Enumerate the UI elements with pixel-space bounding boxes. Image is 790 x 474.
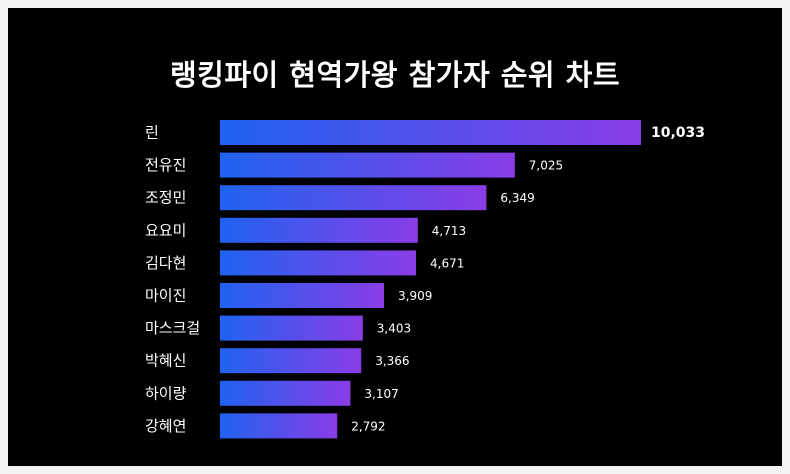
category-label: 하이량 — [145, 384, 187, 402]
chart-title: 랭킹파이 현역가왕 참가자 순위 차트 — [169, 58, 621, 92]
category-label: 요요미 — [145, 221, 186, 239]
bar — [220, 413, 338, 439]
bar — [220, 250, 416, 276]
value-label: 3,107 — [364, 387, 398, 401]
category-label: 김다현 — [145, 254, 186, 272]
bar — [220, 217, 418, 243]
bar — [220, 185, 487, 211]
category-label: 마스크걸 — [145, 319, 200, 337]
value-label: 6,349 — [500, 191, 534, 205]
bar-chart: 린 10,033 전유진 7,025 조정민 6,349 요요미 4,713 김다현 4,671 마… — [145, 120, 705, 439]
category-label: 린 — [145, 124, 159, 142]
bar — [220, 283, 384, 308]
value-label: 4,713 — [432, 224, 466, 238]
category-label: 전유진 — [145, 156, 186, 174]
value-label: 3,909 — [398, 289, 432, 303]
chart-frame: 랭킹파이 현역가왕 참가자 순위 차트 린 10,033 전유진 7,025 조정민 6,… — [8, 8, 782, 466]
category-label: 마이진 — [145, 287, 186, 305]
value-label: 4,671 — [430, 256, 464, 270]
value-label: 10,033 — [651, 125, 705, 141]
value-label: 2,792 — [351, 419, 385, 433]
category-label: 조정민 — [145, 189, 186, 207]
bar — [220, 315, 363, 341]
category-label: 박혜신 — [145, 352, 186, 370]
value-label: 3,403 — [377, 322, 411, 336]
value-label: 7,025 — [529, 159, 563, 173]
bars-group: 린 10,033 전유진 7,025 조정민 6,349 요요미 4,713 김다현 4,671 마… — [145, 120, 705, 439]
bar — [220, 120, 641, 145]
category-label: 강혜연 — [145, 417, 186, 435]
bar — [220, 152, 515, 178]
bar — [220, 380, 351, 406]
bar — [220, 348, 362, 374]
value-label: 3,366 — [375, 354, 409, 368]
